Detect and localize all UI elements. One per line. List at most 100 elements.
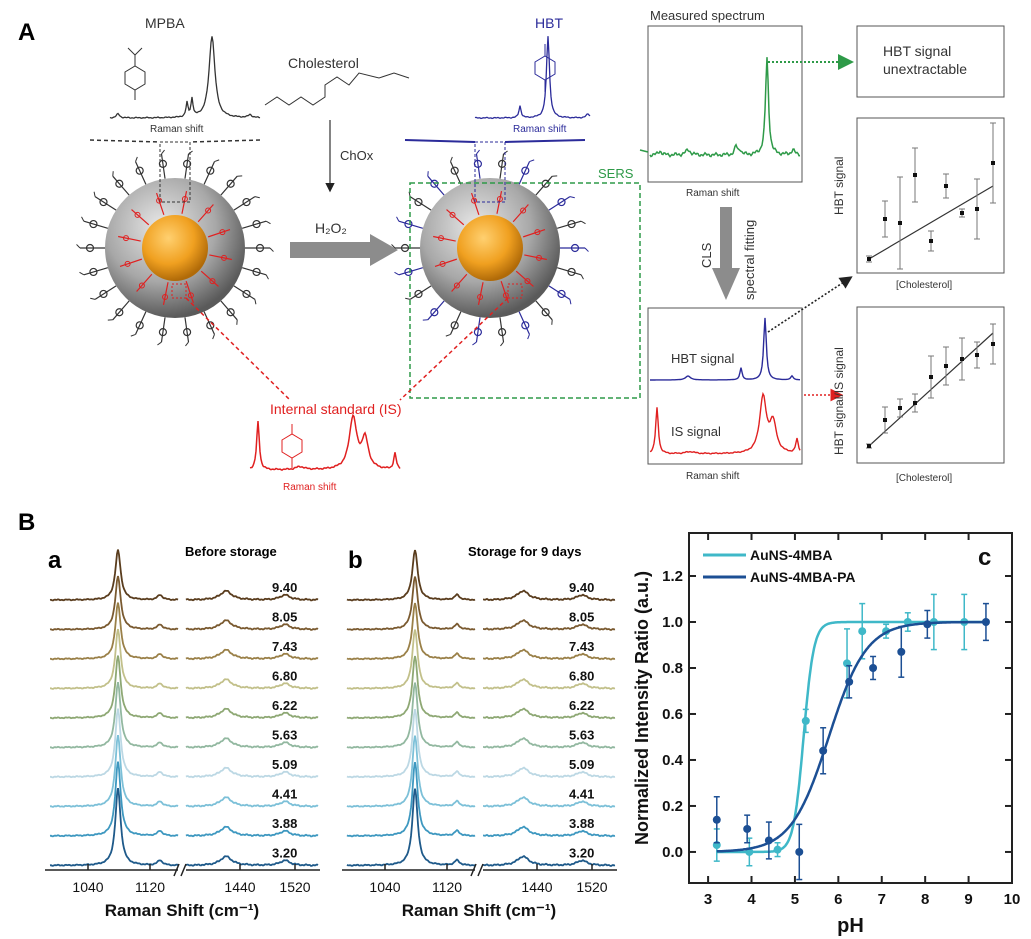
- ligand-ring: [89, 219, 98, 229]
- sers-connector: [639, 149, 649, 153]
- spectrum-trace-high: [483, 678, 616, 690]
- unextractable-box: [856, 25, 1005, 98]
- ligand-branch: [503, 150, 508, 155]
- data-point: [929, 375, 933, 379]
- data-point: [991, 161, 995, 165]
- ligand-branch: [450, 156, 453, 162]
- is-molecule: [200, 270, 219, 287]
- ligand: [220, 300, 238, 321]
- data-point: [898, 221, 902, 225]
- ligand-branch: [580, 274, 584, 280]
- ligand: [398, 267, 424, 276]
- is-molecule: [131, 209, 150, 226]
- ligand: [535, 175, 553, 196]
- is-ring: [162, 294, 169, 301]
- hbt-zoom-lines: [404, 139, 586, 143]
- ligand-branch: [185, 341, 189, 347]
- spectrum-trace-high: [185, 766, 319, 779]
- data-point: [858, 627, 867, 636]
- legend-label: AuNS-4MBA-PA: [750, 569, 856, 585]
- ligand-ring: [99, 289, 108, 299]
- hbt-raman-spectrum: [474, 36, 591, 120]
- ligand-ring: [182, 328, 192, 337]
- ligand: [427, 175, 445, 196]
- ligand-ring: [570, 243, 580, 253]
- ligand-branch: [529, 159, 535, 163]
- ligand-ring: [567, 267, 576, 277]
- y-tick-label: 0.2: [662, 798, 683, 815]
- ph-label: 4.41: [569, 787, 594, 802]
- ph-label: 8.05: [569, 610, 594, 625]
- ligand-branch: [79, 271, 85, 276]
- ligand-ring: [450, 321, 459, 330]
- is-box-2: [507, 283, 523, 299]
- ligand: [449, 311, 462, 335]
- ligand-ring: [99, 197, 108, 207]
- ligand: [83, 267, 109, 276]
- ligand-ring: [473, 328, 483, 337]
- data-point: [929, 239, 933, 243]
- ph-label: 7.43: [272, 639, 297, 654]
- data-point: [773, 845, 782, 854]
- y-tick-label: 0.8: [662, 660, 683, 677]
- ligand-branch: [265, 220, 271, 225]
- ligand: [535, 300, 553, 321]
- is-ring: [138, 282, 145, 289]
- plot2-ylabel: HBT signal/IS signal: [832, 347, 846, 455]
- ligand-branch: [214, 159, 220, 163]
- x-tick-label: 7: [878, 891, 886, 908]
- is-molecule: [451, 273, 468, 292]
- ligand: [160, 153, 166, 179]
- is-ring: [187, 292, 194, 299]
- y-tick-label: 0.6: [662, 706, 683, 723]
- is-molecule-icon: [281, 424, 303, 468]
- is-molecule: [162, 282, 169, 305]
- hbt-to-plot-arrow: [767, 276, 853, 333]
- x-tick-label: 5: [791, 891, 799, 908]
- panel-c-letter: c: [978, 544, 991, 571]
- is-ring: [437, 235, 444, 242]
- spectrum-trace-low: [50, 681, 179, 749]
- gold-core: [142, 215, 208, 281]
- ligand-ring: [541, 179, 550, 188]
- ligand-branch: [476, 149, 480, 155]
- is-molecule: [433, 235, 456, 242]
- ph-label: 4.41: [272, 787, 297, 802]
- spectrum-trace-low: [346, 655, 476, 720]
- subpanel-a-letter: a: [48, 547, 62, 574]
- ligand: [83, 220, 109, 229]
- spectrum-trace-high: [185, 855, 319, 867]
- panel-a-label: A: [18, 19, 35, 46]
- is-ring: [209, 278, 216, 285]
- ligand-branch: [569, 196, 575, 199]
- legend-label: AuNS-4MBA: [750, 547, 832, 563]
- data-point: [991, 342, 995, 346]
- spectrum-trace-high: [483, 855, 616, 867]
- ligand-ring: [158, 328, 168, 337]
- ligand-ring: [557, 289, 566, 299]
- ligand: [409, 285, 432, 300]
- x-axis-label: pH: [837, 915, 864, 937]
- cholesterol-label: Cholesterol: [288, 55, 359, 71]
- ligand: [518, 311, 531, 335]
- data-point: [883, 217, 887, 221]
- spectrum-trace-high: [185, 737, 319, 749]
- ph-label: 8.05: [272, 610, 297, 625]
- spectra-panel-a: a Before storage 9.40 8.05 7.43 6.80 6.22 5.6…: [45, 544, 320, 920]
- data-point: [960, 357, 964, 361]
- ligand-branch: [93, 191, 96, 197]
- ligand: [160, 317, 166, 343]
- h2o2-label: H₂O₂: [315, 220, 347, 236]
- ligand-branch: [569, 299, 572, 305]
- ligand: [548, 196, 571, 211]
- is-raman-shift-label: Raman shift: [283, 482, 337, 493]
- is-molecule: [477, 282, 484, 305]
- ph-label: 3.20: [569, 846, 594, 861]
- unextractable-line2: unextractable: [883, 61, 967, 77]
- spectrum-trace-low: [49, 787, 179, 867]
- spectrum-trace-low: [50, 655, 179, 720]
- ligand-ring: [497, 159, 507, 168]
- ph-label: 5.09: [272, 757, 297, 772]
- is-raman-spectrum: [249, 413, 401, 471]
- mpba-molecule-icon: [124, 47, 146, 100]
